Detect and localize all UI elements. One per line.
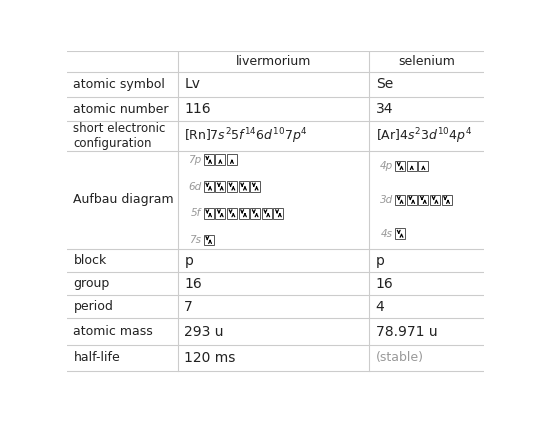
Text: 3d: 3d [379, 195, 393, 205]
Text: p: p [376, 254, 385, 268]
Bar [204, 155, 214, 165]
Bar [430, 195, 440, 205]
Bar [395, 195, 405, 205]
Bar [215, 181, 225, 192]
Text: short electronic
configuration: short electronic configuration [74, 122, 166, 150]
Bar [250, 181, 260, 192]
Bar [395, 228, 405, 239]
Text: 16: 16 [376, 277, 393, 291]
Bar [262, 208, 272, 218]
Text: p: p [185, 254, 193, 268]
Text: $\mathsf{[Ar]}4\mathit{s}^{2}3\mathit{d}^{10}4\mathit{p}^{4}$: $\mathsf{[Ar]}4\mathit{s}^{2}3\mathit{d}… [376, 126, 472, 146]
Text: half-life: half-life [74, 351, 120, 364]
Text: 293 u: 293 u [185, 325, 224, 338]
Text: Se: Se [376, 77, 393, 91]
Bar [407, 161, 417, 171]
Text: (stable): (stable) [376, 351, 424, 364]
Text: Lv: Lv [185, 77, 200, 91]
Bar [250, 208, 260, 218]
Bar [419, 161, 428, 171]
Text: 4: 4 [376, 300, 385, 314]
Text: 16: 16 [185, 277, 202, 291]
Text: 6d: 6d [188, 181, 201, 192]
Text: atomic mass: atomic mass [74, 325, 153, 338]
Bar [227, 155, 237, 165]
Bar [395, 161, 405, 171]
Bar [273, 208, 284, 218]
Bar [215, 208, 225, 218]
Text: 78.971 u: 78.971 u [376, 325, 437, 338]
Text: Aufbau diagram: Aufbau diagram [74, 193, 174, 206]
Bar [204, 208, 214, 218]
Bar [227, 181, 237, 192]
Bar [204, 234, 214, 245]
Text: $\mathsf{[Rn]}7\mathit{s}^{2}5\mathit{f}^{14}6\mathit{d}^{10}7\mathit{p}^{4}$: $\mathsf{[Rn]}7\mathit{s}^{2}5\mathit{f}… [185, 126, 308, 146]
Text: 34: 34 [376, 102, 393, 116]
Text: group: group [74, 277, 110, 290]
Bar [227, 208, 237, 218]
Bar [442, 195, 451, 205]
Bar [204, 181, 214, 192]
Text: period: period [74, 301, 114, 313]
Text: 7p: 7p [188, 155, 201, 165]
Text: 4s: 4s [381, 229, 393, 239]
Text: 120 ms: 120 ms [185, 351, 236, 365]
Text: 4p: 4p [379, 161, 393, 171]
Bar [215, 155, 225, 165]
Bar [407, 195, 417, 205]
Bar [238, 181, 249, 192]
Text: livermorium: livermorium [236, 55, 312, 68]
Text: atomic symbol: atomic symbol [74, 78, 165, 91]
Text: 116: 116 [185, 102, 211, 116]
Text: 7s: 7s [189, 235, 201, 245]
Text: atomic number: atomic number [74, 103, 169, 115]
Bar [419, 195, 428, 205]
Bar [238, 208, 249, 218]
Text: block: block [74, 254, 107, 267]
Text: 7: 7 [185, 300, 193, 314]
Text: selenium: selenium [399, 55, 455, 68]
Text: 5f: 5f [191, 208, 201, 218]
